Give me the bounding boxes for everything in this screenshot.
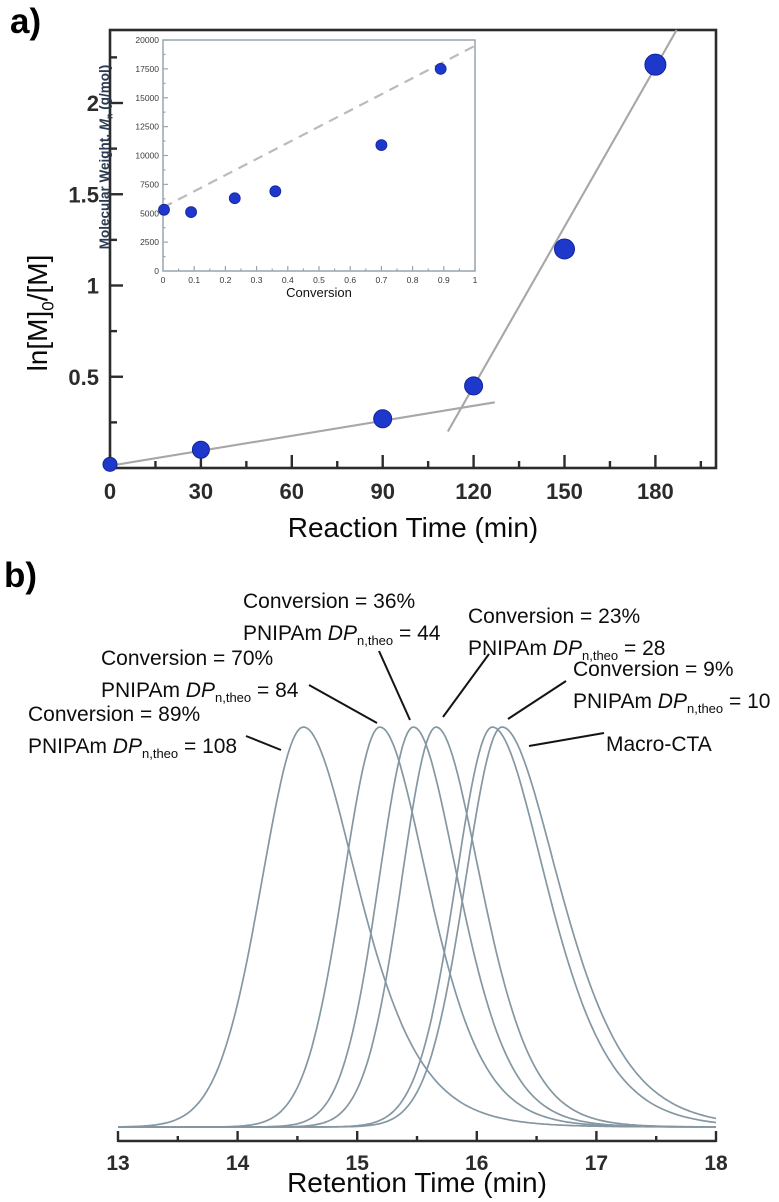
annotation-line2: PNIPAm DPn,theo = 84 (101, 678, 299, 705)
inset-x-tick-label: 0.4 (282, 275, 294, 285)
gpc-chart: 13 14 15 16 17 18 (106, 650, 728, 1175)
gpc-annotation-conv89: Conversion = 89% PNIPAm DPn,theo = 108 (28, 699, 237, 762)
kinetics-data-point (644, 53, 667, 76)
annotation-line2: PNIPAm DPn,theo = 28 (468, 636, 666, 663)
ylabel-inset-part1: Molecular Weight, (97, 130, 112, 250)
gpc-annotation-conv36: Conversion = 36% PNIPAm DPn,theo = 44 (243, 586, 440, 649)
inset-y-tick-label: 2500 (140, 237, 159, 247)
gpc-annotation-conv70: Conversion = 70% PNIPAm DPn,theo = 84 (101, 643, 298, 706)
y-tick-label: 2 (87, 91, 99, 116)
annotation-leader-line (308, 684, 378, 724)
x-tick-label: 16 (465, 1152, 488, 1175)
inset-x-tick-label: 0.1 (188, 275, 200, 285)
annotation-line1: Conversion = 36% (243, 590, 416, 613)
x-tick-label: 120 (455, 479, 492, 504)
annotation-leader-line (378, 650, 411, 721)
annotation-line2: PNIPAm DPn,theo = 44 (243, 621, 441, 648)
inset-x-tick-label: 0.8 (407, 275, 419, 285)
ylabel-inset-M: M (97, 119, 112, 131)
ylabel-a-sub: 0 (38, 301, 58, 311)
y-tick-label: 1 (87, 274, 99, 299)
panel-b-label: b) (4, 556, 38, 595)
inset-y-tick-label: 17500 (135, 64, 159, 74)
annotation-line1: Conversion = 9% (573, 658, 734, 681)
kinetics-data-point (554, 238, 575, 260)
gpc-annotation-macro-cta: Macro-CTA (606, 729, 712, 761)
inset-x-tick-label: 0.2 (219, 275, 231, 285)
plot-frame (108, 28, 718, 470)
gpc-trace (118, 726, 717, 1128)
inset-data-point (434, 62, 447, 75)
inset-y-tick-label: 5000 (140, 208, 159, 218)
inset-data-point (375, 139, 388, 152)
kinetics-data-point (373, 409, 393, 429)
annotation-line1: Conversion = 23% (468, 605, 641, 628)
kinetics-y-axis-title: ln[M]0/[M] (22, 224, 59, 402)
inset-data-point (228, 192, 241, 205)
inset-data-point (158, 203, 170, 216)
gpc-annotation-conv9: Conversion = 9% PNIPAm DPn,theo = 10 (573, 654, 770, 717)
annotation-line1: Conversion = 70% (101, 647, 274, 670)
inset-data-point (185, 206, 197, 218)
y-tick-label: 0.5 (68, 365, 99, 390)
inset-y-tick-label: 7500 (140, 179, 159, 189)
gpc-annotation-conv23: Conversion = 23% PNIPAm DPn,theo = 28 (468, 601, 665, 664)
gpc-x-axis-title: Retention Time (min) (287, 1167, 547, 1198)
annotation-leader-line (528, 732, 605, 747)
inset-x-tick-label: 0.3 (251, 275, 263, 285)
y-tick-label: 1.5 (68, 182, 99, 207)
annotation-leader-line (442, 653, 490, 718)
annotation-line2: PNIPAm DPn,theo = 10 (573, 689, 771, 716)
ylabel-inset-part2: (g/mol) (97, 64, 112, 114)
inset-x-tick-label: 0.7 (375, 275, 387, 285)
inset-x-tick-label: 1 (473, 275, 478, 285)
ylabel-a-part1: ln[M] (22, 310, 53, 372)
x-tick-label: 30 (189, 479, 213, 504)
inset-y-axis-title: Molecular Weight, Mn (g/mol) (97, 38, 115, 276)
gpc-trace (118, 726, 716, 1128)
inset-x-tick-label: 0 (161, 275, 166, 285)
annotation-leader-line (245, 735, 282, 751)
ylabel-a-part2: /[M] (22, 254, 53, 302)
inset-y-tick-label: 10000 (135, 151, 159, 161)
inset-y-tick-label: 20000 (135, 35, 159, 45)
inset-theory-dashed-line (162, 44, 476, 209)
inset-x-axis-title: Conversion (286, 285, 352, 300)
annotation-leader-line (507, 680, 567, 720)
kinetics-data-point (464, 376, 484, 396)
x-tick-label: 13 (106, 1152, 129, 1175)
inset-x-tick-label: 0.9 (438, 275, 450, 285)
inset-y-tick-label: 15000 (135, 93, 159, 103)
x-tick-label: 14 (226, 1152, 250, 1175)
x-tick-label: 17 (585, 1152, 608, 1175)
kinetics-chart: 0 30 60 90 120 150 180 0.5 1 1.5 2 0 0.1 0.2 0.3 0.4 0.5… (68, 28, 718, 504)
annotation-line1: Macro-CTA (606, 733, 712, 756)
x-tick-label: 18 (704, 1152, 728, 1175)
annotation-line1: Conversion = 89% (28, 703, 201, 726)
x-tick-label: 180 (637, 479, 674, 504)
x-tick-label: 15 (346, 1152, 370, 1175)
x-tick-label: 0 (104, 479, 116, 504)
inset-x-tick-label: 0.5 (313, 275, 325, 285)
inset-data-point (269, 185, 282, 198)
x-tick-label: 60 (280, 479, 304, 504)
x-tick-label: 150 (546, 479, 583, 504)
annotation-line2: PNIPAm DPn,theo = 108 (28, 734, 238, 761)
kinetics-x-axis-title: Reaction Time (min) (287, 512, 539, 543)
fast-regime-fit (446, 29, 678, 433)
ylabel-inset-sub: n (104, 113, 115, 120)
inset-y-tick-label: 12500 (135, 122, 159, 132)
inset-y-tick-label: 0 (154, 266, 159, 276)
inset-frame (162, 39, 476, 272)
kinetics-data-point (191, 440, 210, 459)
panel-a-label: a) (10, 2, 42, 41)
kinetics-data-point (102, 456, 118, 472)
inset-x-tick-label: 0.6 (344, 275, 356, 285)
slow-regime-fit (112, 401, 495, 467)
x-tick-label: 90 (370, 479, 394, 504)
